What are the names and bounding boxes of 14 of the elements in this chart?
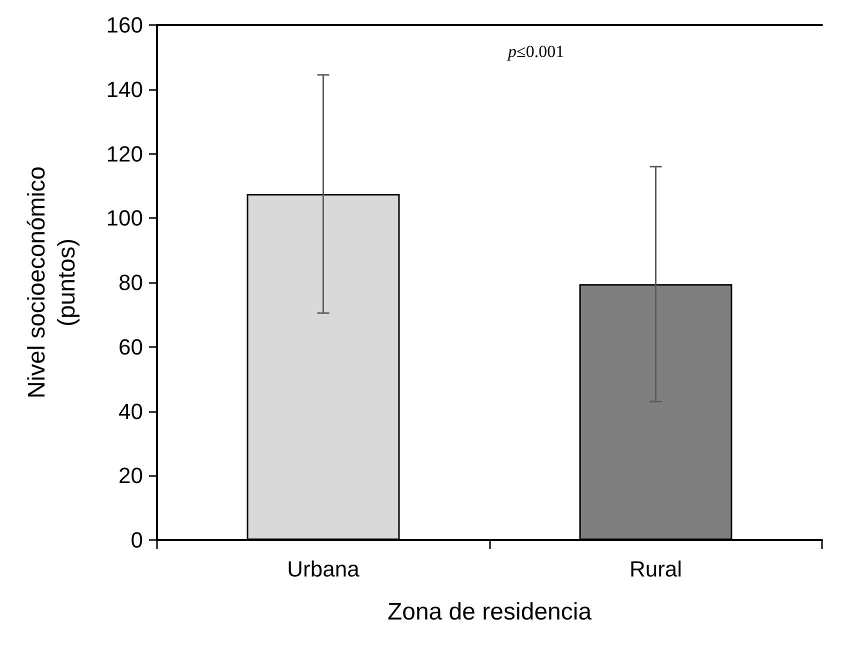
x-tick-label: Rural (629, 556, 682, 582)
y-tick-label: 160 (106, 12, 143, 38)
y-tick-label: 120 (106, 141, 143, 166)
x-axis-title: Zona de residencia (387, 598, 592, 626)
annotation: p≤0.001 (508, 42, 564, 62)
y-tick-label: 40 (118, 398, 143, 424)
y-axis-title: Nivel socioeconómico (puntos) (24, 166, 80, 399)
y-tick-label: 60 (118, 334, 143, 360)
y-tick-label: 140 (106, 76, 143, 102)
y-tick-label: 100 (106, 206, 143, 231)
y-tick-label: 80 (118, 270, 143, 295)
y-tick-label: 0 (130, 528, 143, 552)
y-tick-label: 20 (118, 463, 143, 488)
x-tick-label: Urbana (287, 556, 360, 582)
